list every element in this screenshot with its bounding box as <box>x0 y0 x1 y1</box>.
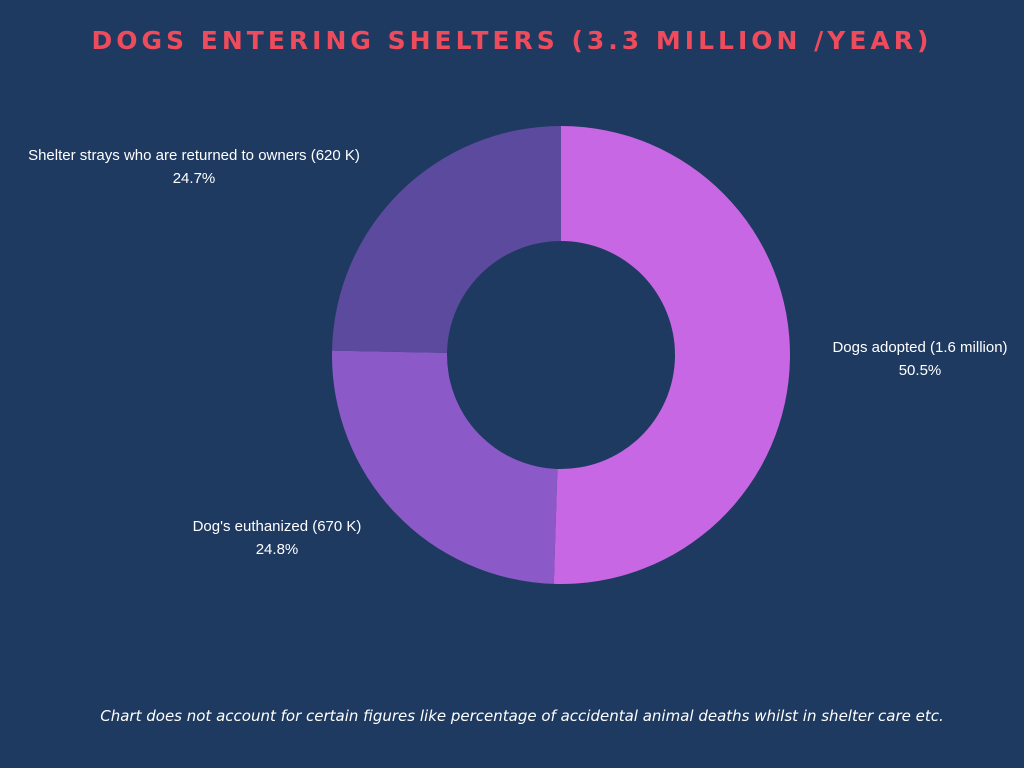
slice-label-dogs-euthanized: Dog's euthanized (670 K) 24.8% <box>177 515 377 561</box>
slice-label-dogs-adopted: Dogs adopted (1.6 million) 50.5% <box>816 336 1024 382</box>
donut-slice-dogs-euthanized <box>332 350 558 584</box>
donut-slices <box>332 126 790 584</box>
chart-title: DOGS ENTERING SHELTERS (3.3 MILLION /YEA… <box>91 26 933 55</box>
slice-label-dogs-euthanized-percent: 24.8% <box>255 541 299 558</box>
slice-label-strays-returned-name: Shelter strays who are returned to owner… <box>28 147 360 164</box>
slice-label-strays-returned: Shelter strays who are returned to owner… <box>4 144 384 190</box>
slice-label-dogs-adopted-name: Dogs adopted (1.6 million) <box>832 339 1008 356</box>
donut-slice-strays-returned <box>332 126 561 353</box>
slice-label-dogs-adopted-percent: 50.5% <box>898 362 942 379</box>
slice-label-strays-returned-percent: 24.7% <box>172 170 216 187</box>
slice-label-dogs-euthanized-name: Dog's euthanized (670 K) <box>192 518 362 535</box>
donut-slice-dogs-adopted <box>553 126 790 584</box>
chart-footnote: Chart does not account for certain figur… <box>100 707 944 725</box>
